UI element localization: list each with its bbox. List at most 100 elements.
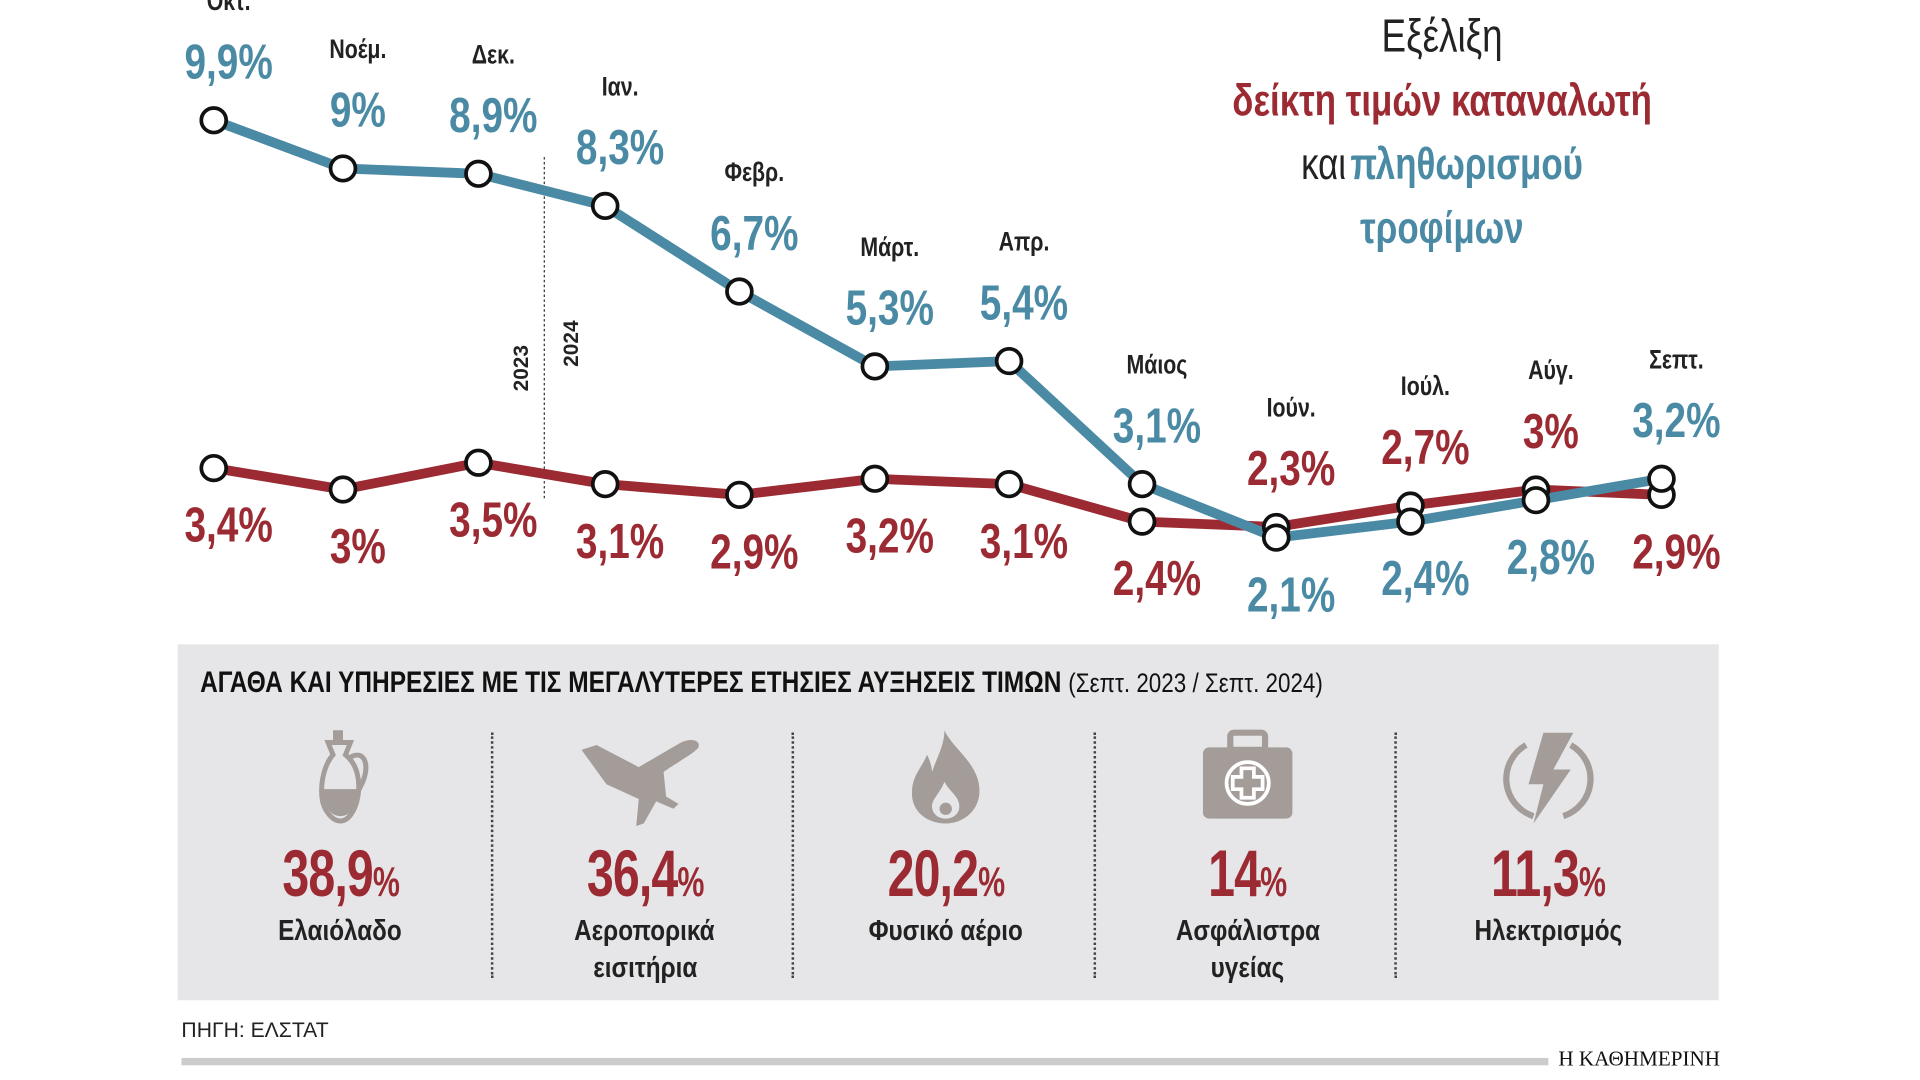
food-inflation-value-label: 5,3% [846, 281, 934, 335]
cpi-value-label: 3% [330, 520, 386, 574]
food-inflation-value-label: 9% [330, 83, 386, 137]
food-inflation-point [328, 154, 358, 183]
increase-item: 11,3% Ηλεκτρισμός [1398, 728, 1699, 971]
cpi-point [199, 453, 229, 483]
item-divider [1093, 732, 1097, 979]
increase-value: 14% [1208, 837, 1288, 911]
year-label-2023: 2023 [510, 345, 533, 391]
increase-item: 20,2% Φυσικό αέριο [795, 728, 1096, 971]
cpi-value-label: 3,2% [846, 509, 934, 563]
item-label: Ηλεκτρισμός [1474, 914, 1623, 947]
food-inflation-value-label: 2,1% [1247, 568, 1335, 622]
month-label: Ιούν. [1267, 393, 1316, 423]
increase-value: 11,3% [1491, 837, 1606, 911]
month-label: Ιαν. [602, 72, 639, 102]
footer-rule [181, 1057, 1549, 1066]
title-line3: και [1300, 138, 1346, 190]
food-inflation-point [1521, 486, 1551, 515]
item-divider [791, 732, 795, 979]
medical-kit-icon [1097, 728, 1398, 826]
food-inflation-value-label: 2,4% [1381, 552, 1469, 606]
cpi-value-label: 3% [1523, 404, 1579, 458]
cpi-point [725, 480, 754, 509]
food-inflation-point [1647, 464, 1676, 493]
food-inflation-value-label: 6,7% [710, 206, 798, 260]
increase-item: 14% Ασφάλιστρα υγείας [1097, 728, 1398, 986]
increase-value: 20,2% [887, 837, 1005, 911]
food-inflation-value-label: 5,4% [980, 276, 1068, 330]
food-inflation-point [1127, 470, 1157, 499]
month-label: Φεβρ. [724, 158, 784, 188]
food-inflation-point [1396, 507, 1425, 536]
month-label: Νοέμ. [329, 35, 386, 65]
cpi-value-label: 3,5% [449, 493, 537, 547]
cpi-value-label: 2,3% [1247, 442, 1335, 496]
food-inflation-value-label: 3,2% [1632, 394, 1720, 448]
item-divider [1394, 732, 1397, 979]
cpi-point [590, 470, 620, 499]
food-inflation-point [725, 277, 754, 306]
food-inflation-point [464, 159, 493, 188]
increase-item: 36,4% Αεροπορικά εισιτήρια [495, 728, 796, 986]
increase-item: 38,9% Ελαιόλαδο [190, 728, 491, 971]
item-divider [490, 732, 494, 979]
food-inflation-point [994, 346, 1024, 376]
chart-title: Εξέλιξη δείκτη τιμών καταναλωτή και πληθ… [1118, 10, 1764, 265]
title-line1: Εξέλιξη [1380, 11, 1503, 63]
month-label: Δεκ. [472, 40, 515, 70]
month-label: Μάιος [1127, 350, 1188, 380]
cpi-value-label: 2,4% [1113, 552, 1201, 606]
cpi-point [860, 464, 890, 493]
source: ΠΗΓΗ: ΕΛΣΤΑΤ [181, 1018, 329, 1042]
cpi-value-label: 3,1% [576, 515, 664, 569]
month-label: Ιούλ. [1401, 372, 1450, 402]
food-inflation-point [199, 106, 229, 135]
food-inflation-value-label: 9,9% [184, 35, 272, 89]
flame-icon [795, 728, 1096, 826]
item-label: Αεροπορικά [574, 914, 716, 947]
month-label: Απρ. [999, 227, 1050, 257]
panel-heading: ΑΓΑΘΑ ΚΑΙ ΥΠΗΡΕΣΙΕΣ ΜΕ ΤΙΣ ΜΕΓΑΛΥΤΕΡΕΣ Ε… [200, 666, 1323, 700]
month-label: Σεπτ. [1649, 345, 1704, 375]
airplane-icon [495, 728, 796, 826]
cpi-point [464, 448, 493, 477]
panel-heading-text: ΑΓΑΘΑ ΚΑΙ ΥΠΗΡΕΣΙΕΣ ΜΕ ΤΙΣ ΜΕΓΑΛΥΤΕΡΕΣ Ε… [200, 666, 1062, 700]
cpi-value-label: 2,7% [1381, 421, 1469, 475]
cpi-point [1127, 507, 1157, 536]
lightning-icon [1398, 728, 1699, 826]
year-label-2024: 2024 [560, 320, 583, 367]
cpi-value-label: 3,1% [980, 515, 1068, 569]
title-line3b: πληθωρισμού [1349, 138, 1583, 190]
brand-logo: Η ΚΑΘΗΜΕΡΙΝΗ [1558, 1046, 1721, 1071]
item-label-line2: υγείας [1210, 951, 1285, 984]
food-inflation-value-label: 3,1% [1113, 399, 1201, 453]
item-label-line2: εισιτήρια [592, 951, 697, 984]
month-label: Μάρτ. [860, 233, 919, 263]
food-inflation-value-label: 8,3% [576, 121, 664, 175]
increase-value: 38,9% [282, 837, 400, 911]
food-inflation-line [211, 115, 1663, 543]
title-line2: δείκτη τιμών καταναλωτή [1231, 74, 1652, 126]
cpi-line [212, 457, 1662, 532]
cpi-value-label: 2,9% [1632, 525, 1720, 579]
olive-oil-jug-icon [190, 728, 491, 826]
food-inflation-point [1261, 523, 1291, 552]
month-label: Αύγ. [1528, 356, 1574, 386]
cpi-point [994, 470, 1024, 499]
month-label: Οκτ. [207, 0, 251, 16]
item-label: Φυσικό αέριο [868, 914, 1023, 947]
line-chart: 2023 2024 Οκτ. 9,9% 3,4% Νοέμ. 9% 3% Δεκ. 8,9% 3,5… [184, 0, 1720, 622]
food-inflation-value-label: 8,9% [449, 89, 537, 143]
title-line4: τροφίμων [1359, 202, 1524, 253]
food-inflation-point [590, 191, 620, 221]
item-label: Ασφάλιστρα [1175, 914, 1320, 947]
increase-value: 36,4% [586, 837, 705, 911]
top-increases-panel: ΑΓΑΘΑ ΚΑΙ ΥΠΗΡΕΣΙΕΣ ΜΕ ΤΙΣ ΜΕΓΑΛΥΤΕΡΕΣ Ε… [177, 644, 1719, 1001]
food-inflation-point [860, 352, 890, 381]
item-label: Ελαιόλαδο [278, 914, 403, 947]
panel-subheading: (Σεπτ. 2023 / Σεπτ. 2024) [1068, 667, 1323, 699]
cpi-value-label: 3,4% [184, 498, 272, 552]
cpi-value-label: 2,9% [710, 525, 798, 579]
food-inflation-value-label: 2,8% [1507, 531, 1595, 585]
